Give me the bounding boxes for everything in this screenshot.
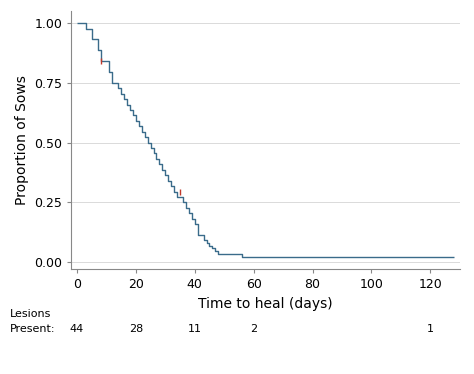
X-axis label: Time to heal (days): Time to heal (days)	[198, 297, 333, 311]
Text: 11: 11	[188, 324, 202, 334]
Text: Present:: Present:	[9, 324, 55, 334]
Text: Lesions: Lesions	[9, 309, 51, 319]
Y-axis label: Proportion of Sows: Proportion of Sows	[15, 75, 28, 205]
Text: 44: 44	[70, 324, 84, 334]
Text: 1: 1	[427, 324, 434, 334]
Text: 28: 28	[129, 324, 143, 334]
Text: 2: 2	[250, 324, 257, 334]
